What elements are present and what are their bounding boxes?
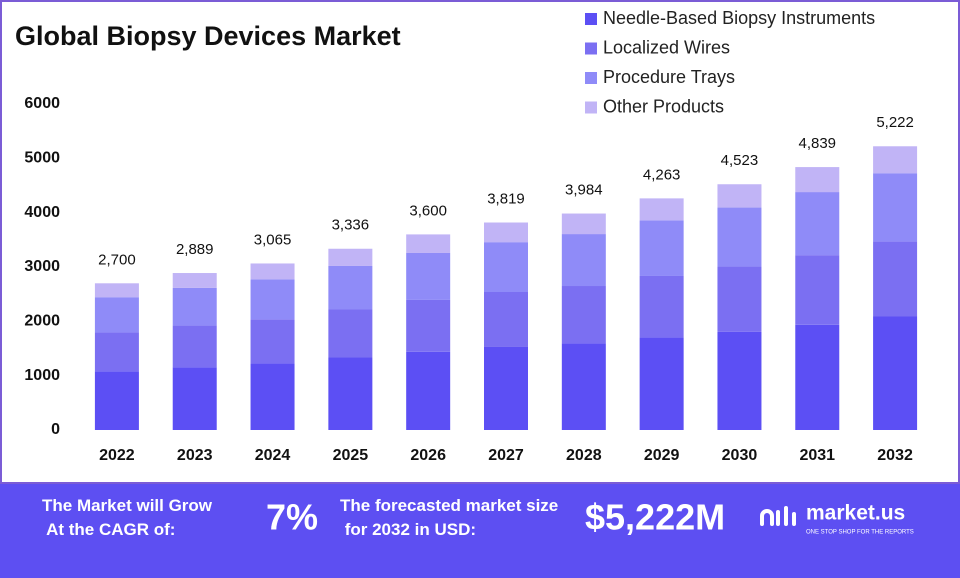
bar-segment [328, 309, 373, 358]
bar-segment [484, 242, 528, 292]
logo-shape [760, 509, 774, 526]
legend-swatch [585, 101, 597, 114]
bar-segment [873, 146, 918, 174]
total-label: 3,984 [565, 182, 603, 199]
bar-segment [639, 337, 684, 430]
logo-shape [776, 506, 796, 526]
bar-segment [873, 316, 918, 430]
bar-segment [172, 325, 217, 368]
footer-band [0, 484, 960, 578]
y-tick-label: 3000 [24, 258, 60, 275]
bar-segment [484, 222, 528, 243]
bar-segment [172, 367, 217, 430]
total-label: 2,700 [98, 251, 136, 268]
y-tick-label: 2000 [24, 313, 60, 330]
bar-segment [561, 286, 606, 344]
legend-label: Procedure Trays [603, 67, 735, 87]
x-tick-label: 2026 [410, 447, 446, 464]
legend-swatch [585, 13, 597, 25]
total-label: 3,600 [409, 202, 447, 219]
bar-segment [561, 234, 606, 287]
bar-segment [561, 213, 606, 235]
bar-segment [639, 275, 684, 338]
forecast-text-line: for 2032 in USD: [340, 520, 476, 539]
total-label: 5,222 [876, 114, 914, 131]
x-tick-label: 2030 [722, 447, 758, 464]
bar-segment [250, 263, 295, 280]
bar-segment [717, 266, 762, 332]
bar-segment [717, 184, 762, 208]
bar-segment [250, 363, 295, 430]
bar-segment [94, 332, 139, 372]
x-tick-label: 2024 [255, 447, 291, 464]
bar-segment [717, 207, 762, 267]
x-tick-label: 2028 [566, 447, 602, 464]
legend-swatch [585, 72, 597, 84]
bar-segment [795, 167, 840, 193]
bar-segment [639, 198, 684, 221]
cagr-text-line: At the CAGR of: [42, 520, 175, 539]
bar-segment [328, 357, 373, 430]
x-tick-label: 2025 [333, 447, 369, 464]
bar-segment [406, 351, 451, 430]
bar-segment [639, 220, 684, 276]
legend-label: Other Products [603, 96, 724, 116]
x-tick-label: 2029 [644, 447, 680, 464]
y-tick-label: 5000 [24, 150, 60, 167]
chart-title: Global Biopsy Devices Market [15, 21, 401, 51]
cagr-value: 7% [266, 497, 318, 538]
y-tick-label: 1000 [24, 367, 60, 384]
total-label: 4,523 [721, 152, 759, 169]
x-tick-label: 2022 [99, 447, 135, 464]
chart-border [0, 0, 960, 484]
bar-segment [328, 265, 373, 310]
total-label: 4,839 [798, 135, 836, 152]
forecast-text: The forecasted market size for 2032 in U… [340, 496, 558, 539]
logo-tagline: ONE STOP SHOP FOR THE REPORTS [806, 530, 914, 536]
x-tick-label: 2027 [488, 447, 524, 464]
bar-segment [250, 279, 295, 320]
bar-segment [795, 192, 840, 256]
bar-segment [94, 371, 139, 430]
bar-segment [795, 324, 840, 430]
bar-segment [484, 346, 528, 430]
bar-segment [561, 343, 606, 430]
total-label: 3,819 [487, 190, 525, 207]
bar-segment [406, 234, 451, 253]
cagr-text: The Market will Grow At the CAGR of: [42, 496, 213, 539]
total-label: 3,336 [332, 217, 370, 234]
bar-segment [172, 287, 217, 326]
forecast-text-line: The forecasted market size [340, 496, 558, 515]
bar-segment [873, 173, 918, 242]
y-tick-label: 0 [51, 421, 60, 438]
x-tick-label: 2031 [799, 447, 835, 464]
legend-label: Localized Wires [603, 37, 730, 57]
legend-swatch [585, 42, 597, 55]
forecast-value: $5,222M [585, 497, 725, 538]
cagr-text-line: The Market will Grow [42, 496, 213, 515]
bar-segment [328, 248, 373, 266]
y-tick-label: 6000 [24, 95, 60, 112]
bar-segment [795, 255, 840, 325]
total-label: 4,263 [643, 166, 681, 183]
legend-label: Needle-Based Biopsy Instruments [603, 8, 875, 28]
bar-segment [406, 299, 451, 352]
x-tick-label: 2023 [177, 447, 213, 464]
bar-segment [717, 331, 762, 430]
bar-segment [250, 319, 295, 364]
total-label: 3,065 [254, 231, 292, 248]
bar-segment [406, 252, 451, 300]
logo-text: market.us [806, 502, 905, 525]
total-label: 2,889 [176, 241, 214, 258]
logo-icon [760, 506, 796, 526]
bar-segment [94, 283, 139, 298]
x-tick-label: 2032 [877, 447, 913, 464]
bar-segment [94, 297, 139, 333]
bar-segment [484, 291, 528, 347]
y-tick-label: 4000 [24, 204, 60, 221]
bar-segment [873, 241, 918, 317]
bar-segment [172, 273, 217, 288]
